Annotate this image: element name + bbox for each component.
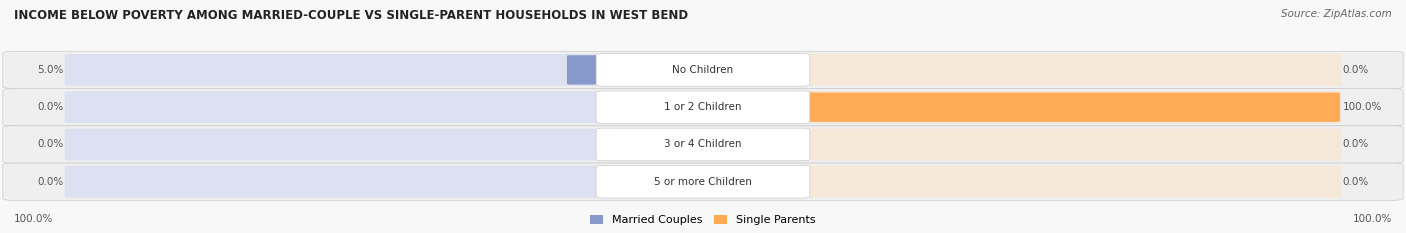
Text: 5 or more Children: 5 or more Children — [654, 177, 752, 187]
FancyBboxPatch shape — [803, 91, 1341, 123]
FancyBboxPatch shape — [3, 89, 1403, 126]
Text: 0.0%: 0.0% — [37, 140, 63, 149]
Text: 100.0%: 100.0% — [14, 214, 53, 224]
Text: 100.0%: 100.0% — [1343, 102, 1382, 112]
FancyBboxPatch shape — [567, 55, 602, 85]
Text: 100.0%: 100.0% — [1353, 214, 1392, 224]
FancyBboxPatch shape — [596, 91, 810, 123]
FancyBboxPatch shape — [3, 163, 1403, 200]
FancyBboxPatch shape — [596, 128, 810, 161]
FancyBboxPatch shape — [596, 54, 810, 86]
Text: No Children: No Children — [672, 65, 734, 75]
Text: Source: ZipAtlas.com: Source: ZipAtlas.com — [1281, 9, 1392, 19]
Text: 5.0%: 5.0% — [37, 65, 63, 75]
FancyBboxPatch shape — [65, 129, 603, 160]
FancyBboxPatch shape — [3, 126, 1403, 163]
FancyBboxPatch shape — [803, 129, 1341, 160]
Text: 0.0%: 0.0% — [1343, 140, 1369, 149]
Text: 1 or 2 Children: 1 or 2 Children — [664, 102, 742, 112]
Text: INCOME BELOW POVERTY AMONG MARRIED-COUPLE VS SINGLE-PARENT HOUSEHOLDS IN WEST BE: INCOME BELOW POVERTY AMONG MARRIED-COUPL… — [14, 9, 688, 22]
FancyBboxPatch shape — [3, 51, 1403, 89]
FancyBboxPatch shape — [803, 166, 1341, 198]
FancyBboxPatch shape — [65, 91, 603, 123]
Text: 0.0%: 0.0% — [1343, 177, 1369, 187]
FancyBboxPatch shape — [65, 166, 603, 198]
Text: 0.0%: 0.0% — [37, 102, 63, 112]
FancyBboxPatch shape — [65, 54, 603, 86]
FancyBboxPatch shape — [804, 93, 1340, 122]
Text: 3 or 4 Children: 3 or 4 Children — [664, 140, 742, 149]
FancyBboxPatch shape — [596, 165, 810, 198]
Legend: Married Couples, Single Parents: Married Couples, Single Parents — [591, 215, 815, 225]
Text: 0.0%: 0.0% — [37, 177, 63, 187]
Text: 0.0%: 0.0% — [1343, 65, 1369, 75]
FancyBboxPatch shape — [803, 54, 1341, 86]
